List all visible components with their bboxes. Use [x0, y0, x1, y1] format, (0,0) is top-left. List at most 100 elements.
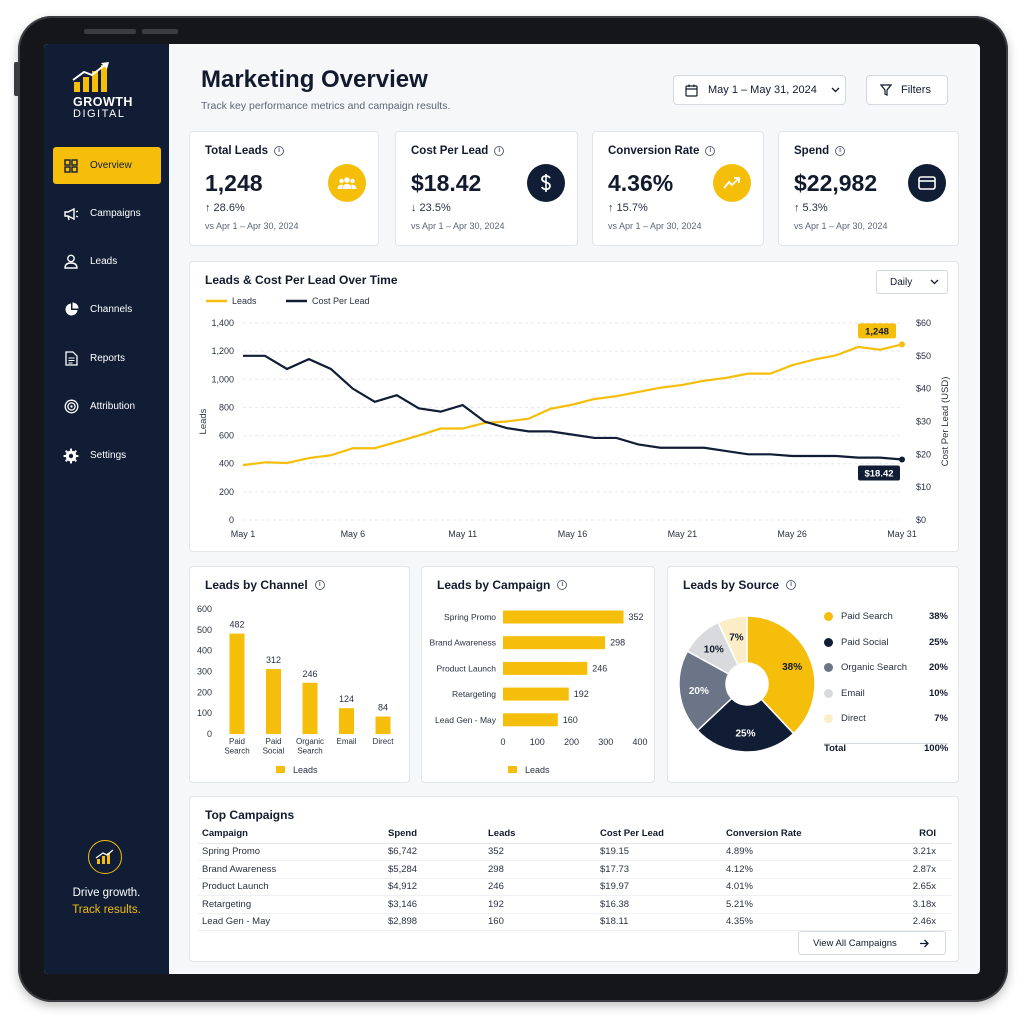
legend-swatch	[824, 663, 833, 672]
chevron-down-icon	[831, 87, 840, 93]
y2-tick-label: $20	[916, 449, 931, 459]
legend-swatch	[824, 688, 833, 698]
legend-label: Organic Search	[841, 662, 908, 673]
x-tick-label: 300	[598, 737, 613, 747]
arrow-right-icon	[919, 939, 929, 948]
date-range-picker[interactable]: May 1 – May 31, 2024	[673, 75, 846, 105]
chevron-down-icon	[930, 279, 939, 285]
dollar-icon	[527, 164, 565, 202]
kpi-label-text: Total Leads	[205, 145, 269, 157]
source-total-row: Total 100%	[824, 743, 948, 754]
x-tick-label: May 6	[341, 529, 366, 539]
info-icon[interactable]: i	[494, 146, 505, 156]
source-total-value: 100%	[924, 743, 949, 754]
megaphone-icon	[62, 205, 80, 223]
bar	[266, 669, 281, 734]
campaign-chart-title: Leads by Campaign i	[437, 578, 568, 592]
column-header[interactable]: Spend	[388, 825, 488, 844]
table-row[interactable]: Retargeting $3,146 192 $16.38 5.21% 3.18x	[198, 895, 952, 914]
table-cell: 192	[488, 895, 600, 914]
info-icon[interactable]: i	[705, 146, 716, 156]
kpi-change: ↑ 5.3%	[794, 202, 828, 214]
info-icon[interactable]: i	[835, 146, 846, 156]
table-row[interactable]: Product Launch $4,912 246 $19.97 4.01% 2.65x	[198, 878, 952, 896]
source-chart-title-text: Leads by Source	[683, 578, 780, 592]
table-cell: 246	[488, 878, 600, 896]
table-cell: 4.89%	[726, 843, 888, 861]
table-cell: 5.21%	[726, 895, 888, 914]
info-icon[interactable]: i	[786, 580, 797, 590]
kpi-label-text: Conversion Rate	[608, 145, 700, 157]
table-cell: 298	[488, 860, 600, 879]
legend-value: 38%	[928, 611, 948, 622]
channel-chart-title: Leads by Channel i	[205, 578, 325, 592]
y-axis-title: Leads	[198, 408, 209, 434]
kpi-label: Total Leads i	[205, 145, 285, 157]
sidebar-item-label: Leads	[90, 256, 118, 267]
kpi-card-spend: Spend i $22,982 ↑ 5.3% vs Apr 1 – Apr 30,…	[778, 131, 959, 246]
table-cell: 160	[488, 913, 600, 931]
table-row[interactable]: Spring Promo $6,742 352 $19.15 4.89% 3.21x	[198, 843, 952, 861]
y2-tick-label: $50	[916, 351, 931, 361]
y-tick-label: Lead Gen - May	[435, 715, 497, 725]
series-end-point	[899, 456, 905, 463]
table-cell: 4.35%	[726, 913, 888, 931]
table-cell: 2.87x	[888, 860, 952, 879]
table-row[interactable]: Lead Gen - May $2,898 160 $18.11 4.35% 2.46x	[198, 913, 952, 931]
sidebar-item-label: Channels	[90, 304, 133, 315]
y-tick-label: 1,200	[211, 346, 234, 356]
y2-tick-label: $40	[916, 384, 931, 394]
sidebar-item-campaigns[interactable]: Campaigns	[53, 195, 161, 232]
pie-icon	[62, 301, 80, 319]
view-all-campaigns-button[interactable]: View All Campaigns	[798, 931, 946, 955]
legend-label: Paid Search	[841, 611, 893, 622]
x-tick-label: Email	[336, 737, 356, 746]
bar-value-label: 298	[610, 638, 625, 648]
source-legend-item: Direct 7%	[824, 713, 948, 724]
legend-label: Paid Social	[841, 636, 889, 648]
column-header[interactable]: Leads	[488, 825, 600, 844]
column-header[interactable]: ROI	[888, 825, 952, 844]
source-pie-chart: 38% 25% 20% 10% 7%	[678, 615, 816, 753]
pie-slice	[696, 697, 795, 753]
sidebar-item-channels[interactable]: Channels	[53, 291, 161, 328]
table-row[interactable]: Brand Awareness $5,284 298 $17.73 4.12% 2.87x	[198, 860, 952, 879]
source-total-label: Total	[824, 743, 846, 754]
y-tick-label: Brand Awareness	[430, 638, 496, 648]
info-icon[interactable]: i	[274, 146, 285, 156]
bar	[302, 682, 318, 734]
end-label-leads-box	[858, 323, 896, 339]
kpi-period: vs Apr 1 – Apr 30, 2024	[205, 221, 299, 231]
end-label-cpl-box	[858, 465, 900, 481]
sidebar-item-label: Settings	[90, 450, 127, 461]
table-cell: $19.15	[600, 843, 726, 861]
sidebar-item-reports[interactable]: Reports	[53, 340, 161, 377]
column-header[interactable]: Cost Per Lead	[600, 825, 726, 844]
y-tick-label: 200	[219, 487, 234, 497]
table-cell: $17.73	[600, 860, 726, 879]
top-campaigns-table: Campaign Spend Leads Cost Per Lead Conve…	[198, 825, 952, 931]
info-icon[interactable]: i	[314, 580, 325, 590]
sidebar-item-leads[interactable]: Leads	[53, 243, 161, 280]
y-tick-label: 500	[197, 625, 212, 635]
sidebar-item-settings[interactable]: Settings	[53, 437, 161, 474]
end-label-leads: 1,248	[865, 326, 889, 337]
legend-value: 25%	[928, 636, 948, 648]
info-icon[interactable]: i	[557, 580, 568, 590]
y2-tick-label: $0	[916, 515, 926, 525]
column-header[interactable]: Campaign	[198, 825, 388, 844]
y-tick-label: 1,400	[211, 318, 234, 328]
y-tick-label: 600	[197, 604, 212, 614]
kpi-period: vs Apr 1 – Apr 30, 2024	[794, 221, 888, 231]
legend-swatch	[824, 714, 833, 723]
period-select[interactable]: Daily	[876, 270, 948, 294]
table-cell: 4.01%	[726, 878, 888, 896]
sidebar-item-attribution[interactable]: Attribution	[53, 388, 161, 425]
filters-button[interactable]: Filters	[866, 75, 948, 105]
sidebar-item-overview[interactable]: Overview	[53, 147, 161, 184]
column-header[interactable]: Conversion Rate	[726, 825, 888, 844]
people-icon	[328, 164, 366, 202]
kpi-label-text: Spend	[794, 145, 830, 157]
bar-value-label: 84	[378, 703, 388, 713]
table-cell: $3,146	[388, 895, 488, 914]
